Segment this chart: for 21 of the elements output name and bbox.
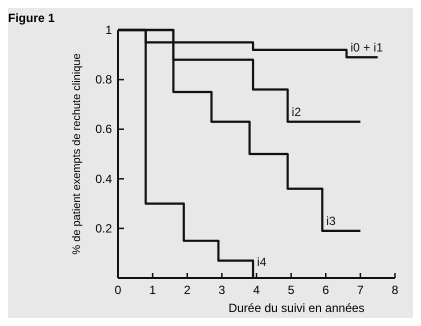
y-tick-label: 1 (105, 23, 112, 37)
y-tick-label: 0.6 (95, 122, 112, 136)
chart-title: Figure 1 (8, 11, 55, 25)
series-label: i0 + i1 (350, 40, 384, 54)
x-tick-label: 2 (184, 283, 191, 297)
y-tick-label: 0.4 (95, 172, 112, 186)
y-axis-title: % de patient exempts de rechute clinique (71, 53, 83, 255)
y-tick-label: 0.8 (95, 72, 112, 87)
series-label: i4 (257, 255, 267, 269)
x-tick-label: 0 (114, 283, 122, 297)
x-axis-title: Durée du suivi en années (228, 301, 365, 315)
x-tick-label: 8 (392, 283, 399, 297)
x-tick-label: 7 (357, 283, 364, 297)
x-tick-label: 4 (253, 283, 260, 297)
x-tick-label: 3 (218, 283, 226, 297)
x-tick-label: 6 (322, 283, 330, 297)
series-label: i3 (326, 214, 336, 228)
series-label: i2 (292, 104, 302, 119)
x-tick-label: 1 (149, 283, 156, 297)
y-tick-label: 0.2 (95, 221, 112, 236)
x-tick-label: 5 (288, 283, 295, 297)
